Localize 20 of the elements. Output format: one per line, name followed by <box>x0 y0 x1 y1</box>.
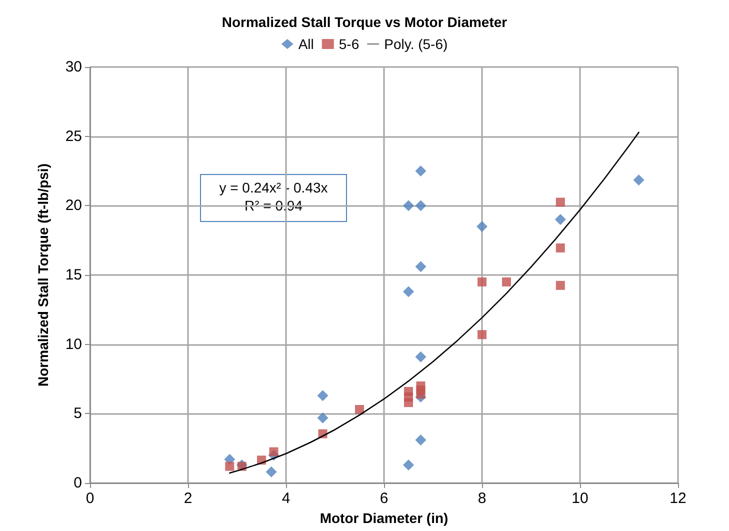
x-tick-label: 6 <box>380 490 388 507</box>
x-tick-label: 0 <box>86 490 94 507</box>
x-tick-label: 2 <box>184 490 192 507</box>
x-axis-title: Motor Diameter (in) <box>320 510 448 526</box>
y-tick-label: 10 <box>65 336 82 353</box>
y-tick-label: 0 <box>74 474 82 492</box>
y-tick-label: 15 <box>65 266 82 284</box>
y-tick-label: 20 <box>65 197 82 214</box>
legend-label: All <box>298 36 314 52</box>
x-tick-label: 8 <box>478 490 486 507</box>
x-tick-label: 4 <box>282 490 290 507</box>
x-tick-label: 12 <box>670 490 686 507</box>
y-axis-title: Normalized Stall Torque (ft-lb/psi) <box>35 164 51 386</box>
y-tick-label: 25 <box>65 128 82 145</box>
legend-label: Poly. (5-6) <box>384 36 448 52</box>
y-tick-label: 5 <box>74 405 82 422</box>
legend-label: 5-6 <box>338 36 360 52</box>
chart-title: Normalized Stall Torque vs Motor Diameter <box>222 14 508 30</box>
y-tick-label: 30 <box>65 58 82 76</box>
x-tick-label: 10 <box>572 490 588 507</box>
